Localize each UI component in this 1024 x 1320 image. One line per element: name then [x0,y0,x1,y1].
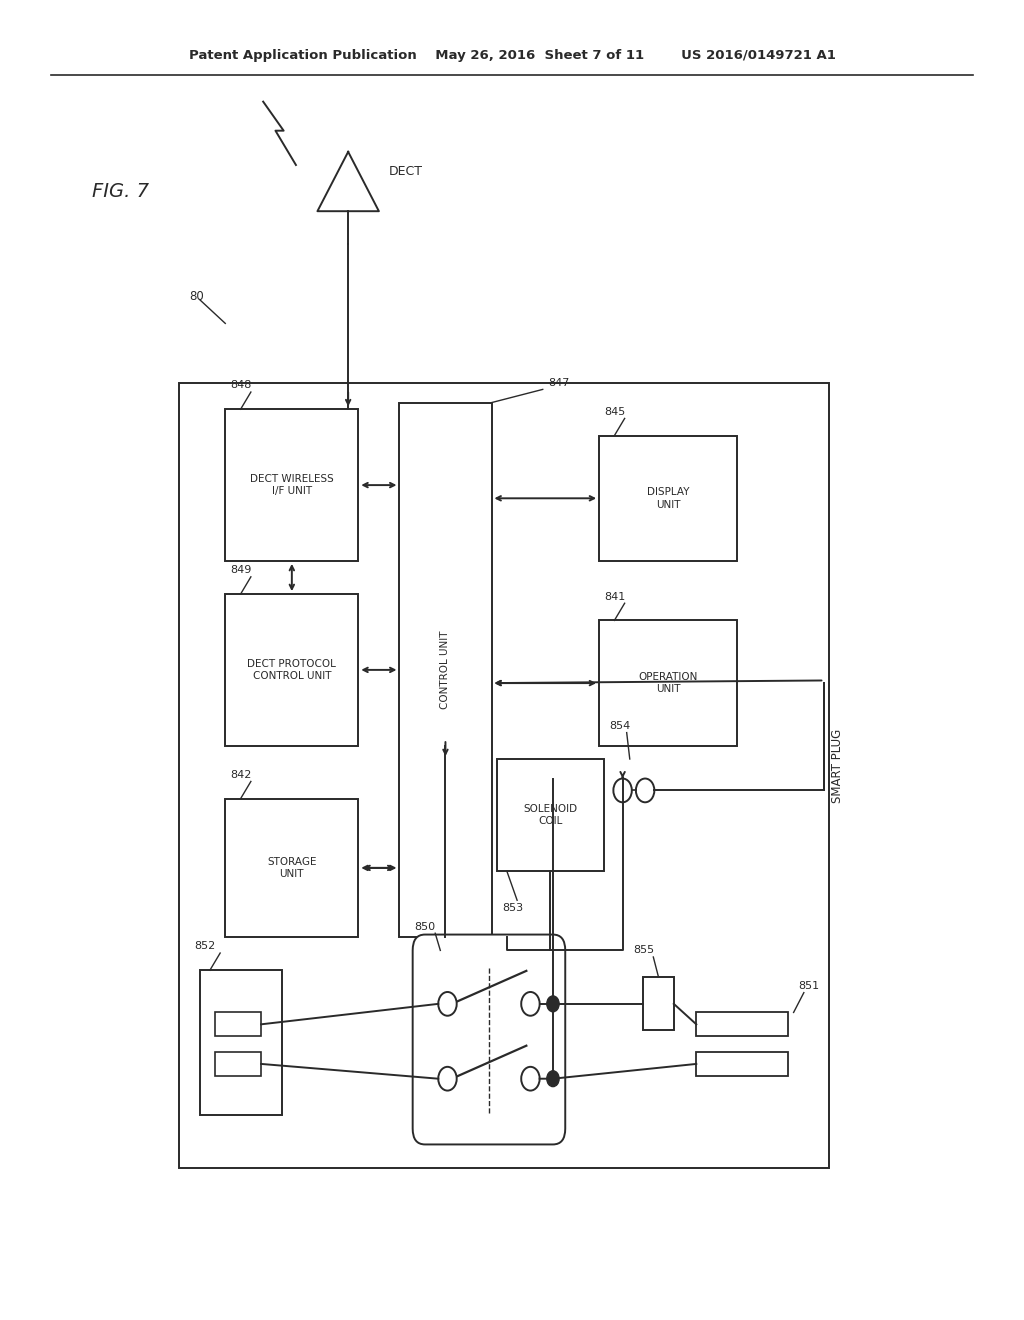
Text: 80: 80 [189,290,204,304]
Text: 850: 850 [415,921,436,932]
Text: 853: 853 [502,903,523,913]
Bar [599,436,737,561]
Text: 855: 855 [633,945,654,956]
Circle shape [547,995,559,1011]
Bar [215,1052,261,1076]
Bar [399,403,492,937]
Text: DECT WIRELESS
I/F UNIT: DECT WIRELESS I/F UNIT [250,474,334,496]
Bar [179,383,829,1168]
Bar [225,409,358,561]
Text: 842: 842 [230,770,252,780]
Text: SMART PLUG: SMART PLUG [831,729,844,803]
Text: 849: 849 [230,565,252,576]
Text: 848: 848 [230,380,252,391]
Circle shape [547,1071,559,1086]
Text: 852: 852 [195,941,216,952]
Bar [696,1012,788,1036]
Bar [643,977,674,1030]
Text: 841: 841 [604,591,626,602]
Text: Patent Application Publication    May 26, 2016  Sheet 7 of 11        US 2016/014: Patent Application Publication May 26, 2… [188,49,836,62]
Bar [200,970,282,1115]
FancyBboxPatch shape [413,935,565,1144]
Text: FIG. 7: FIG. 7 [92,182,150,201]
Text: DISPLAY
UNIT: DISPLAY UNIT [647,487,689,510]
Text: DECT PROTOCOL
CONTROL UNIT: DECT PROTOCOL CONTROL UNIT [248,659,336,681]
Bar [225,799,358,937]
Text: STORAGE
UNIT: STORAGE UNIT [267,857,316,879]
Bar [215,1012,261,1036]
Text: 847: 847 [548,378,569,388]
Text: SOLENOID
COIL: SOLENOID COIL [523,804,578,826]
Text: DECT: DECT [389,165,423,178]
Text: OPERATION
UNIT: OPERATION UNIT [639,672,697,694]
Text: 854: 854 [609,721,631,731]
Bar [225,594,358,746]
Bar [599,620,737,746]
Text: 845: 845 [604,407,626,417]
Bar [497,759,604,871]
Text: CONTROL UNIT: CONTROL UNIT [440,631,451,709]
Text: 851: 851 [799,981,820,991]
Bar [696,1052,788,1076]
